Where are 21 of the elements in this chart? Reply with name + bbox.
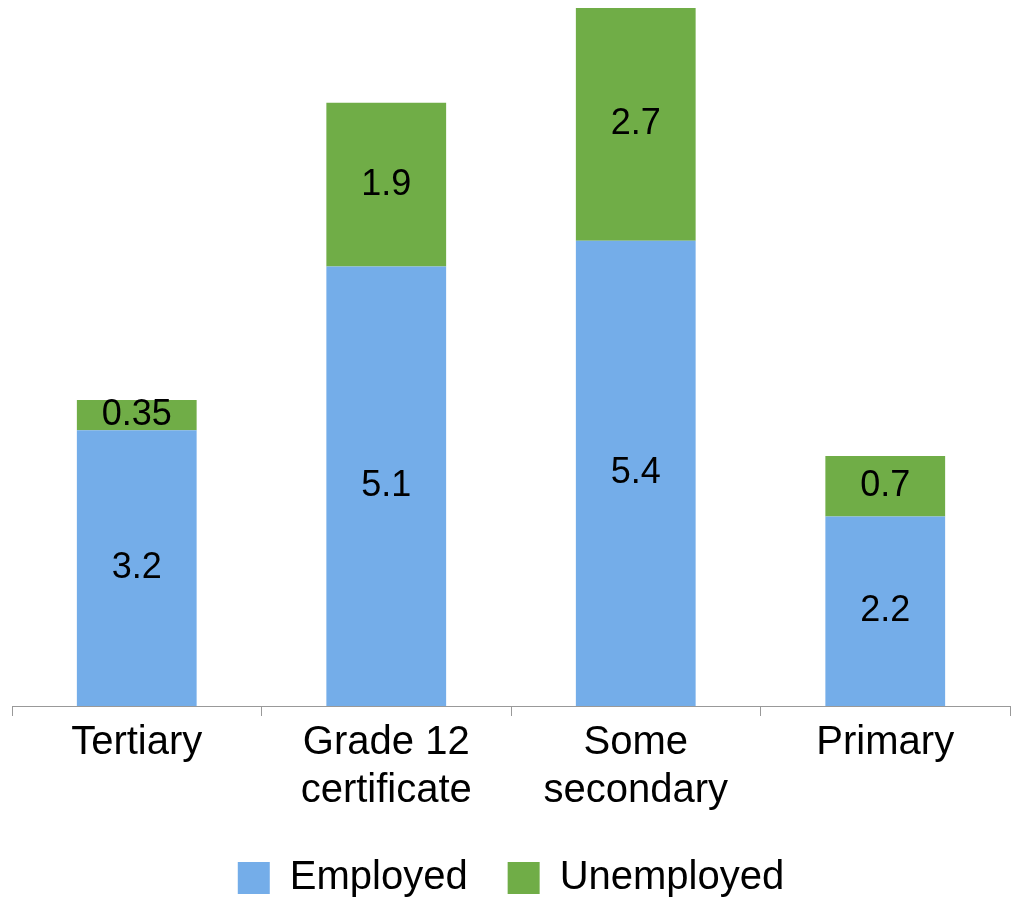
- bar: [575, 8, 696, 241]
- data-label: 5.4: [610, 450, 661, 492]
- data-label: 3.2: [111, 545, 162, 587]
- bar: [326, 266, 447, 706]
- data-label: 5.1: [361, 463, 412, 505]
- x-tick-label: Some secondary: [543, 718, 729, 811]
- x-tick-label: Tertiary: [71, 718, 203, 763]
- x-tick-label: Primary: [816, 718, 955, 763]
- data-label: 2.7: [610, 101, 661, 143]
- data-label: 0.7: [860, 463, 911, 505]
- x-tick-label: Grade 12 certificate: [300, 718, 472, 811]
- bar: [76, 430, 197, 706]
- bar: [825, 456, 946, 517]
- bar: [326, 102, 447, 267]
- data-label: 1.9: [361, 161, 412, 203]
- legend-label: Unemployed: [559, 853, 785, 898]
- bar: [825, 516, 946, 706]
- bar: [575, 240, 696, 706]
- legend-label: Employed: [289, 853, 468, 898]
- data-label: 0.35: [101, 392, 172, 434]
- data-label: 2.2: [860, 588, 911, 630]
